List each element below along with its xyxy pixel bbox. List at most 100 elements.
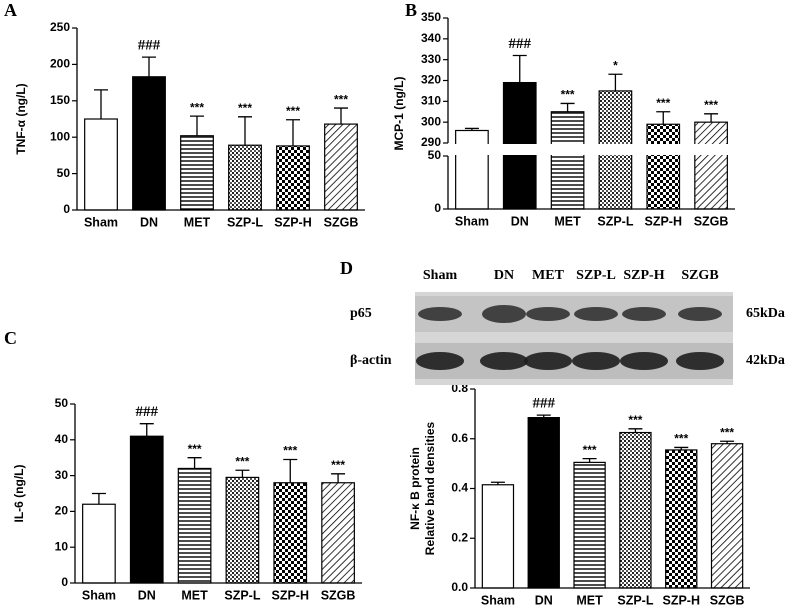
lane-label: SZP-H: [623, 268, 664, 283]
y-tick-label: 330: [421, 52, 441, 66]
y-tick-label: 300: [421, 114, 441, 128]
error-bar: [235, 469, 250, 478]
bar: [646, 123, 681, 210]
blot-band: [572, 352, 620, 370]
x-tick-label: SZP-L: [227, 215, 263, 229]
blot-band: [622, 307, 666, 321]
error-bar: [490, 481, 505, 485]
panel-letter: C: [4, 328, 17, 348]
error-bar: [720, 440, 735, 444]
blot-band: [416, 352, 464, 370]
error-bar: [704, 113, 719, 123]
y-tick-label: 150: [50, 93, 70, 107]
bar: [324, 123, 358, 211]
error-bar: [187, 457, 202, 469]
bar: [273, 482, 308, 584]
x-tick-label: Sham: [82, 588, 116, 602]
bar: [619, 431, 652, 589]
bar: [132, 76, 166, 211]
x-tick-label: SZP-L: [224, 588, 260, 602]
y-axis-label: NF-κ B protein: [408, 447, 422, 530]
y-tick-label: 250: [50, 20, 70, 34]
blot-band: [418, 307, 462, 321]
x-tick-label: SZGB: [324, 215, 359, 229]
x-tick-label: Sham: [481, 593, 515, 607]
x-tick-label: DN: [535, 593, 553, 607]
significance: ***: [583, 443, 597, 457]
bar: [573, 461, 606, 589]
x-tick-label: Sham: [84, 215, 118, 229]
significance: ***: [704, 98, 718, 112]
x-tick-label: SZP-H: [272, 588, 310, 602]
significance: ***: [720, 425, 734, 439]
significance: ***: [235, 454, 249, 468]
error-bar: [286, 119, 300, 146]
lane-label: SZGB: [681, 268, 718, 283]
bar: [82, 503, 116, 584]
bar: [177, 467, 212, 584]
y-tick-label: 0.6: [451, 431, 468, 445]
significance: ***: [286, 104, 300, 118]
x-tick-label: SZGB: [694, 214, 729, 228]
axis-break: [440, 144, 737, 155]
lane-label: DN: [494, 268, 514, 283]
y-tick-label: 50: [57, 166, 71, 180]
error-bar: [94, 89, 108, 119]
x-tick-label: SZP-H: [663, 593, 701, 607]
error-bar: [628, 428, 643, 433]
y-tick-label: 10: [55, 539, 69, 553]
error-bar: [331, 473, 346, 483]
significance: ***: [561, 88, 575, 102]
y-tick-label: 200: [50, 57, 70, 71]
x-tick-label: DN: [140, 215, 158, 229]
bar: [550, 111, 585, 210]
panel-letter: A: [4, 0, 17, 20]
y-tick-label: 350: [421, 10, 441, 24]
error-bar: [536, 414, 551, 418]
blot-band: [526, 307, 570, 321]
y-tick-label: 0.4: [451, 481, 468, 495]
error-bar: [190, 115, 204, 136]
significance: ***: [656, 96, 670, 110]
panel-letter: B: [405, 0, 417, 20]
y-tick-label: 310: [421, 94, 441, 108]
error-bar: [334, 107, 348, 125]
y-tick-label: 290: [421, 135, 441, 149]
size-label: 65kDa: [746, 306, 785, 321]
y-tick-label: 0.2: [451, 530, 468, 544]
significance: ###: [138, 38, 161, 54]
lane-label: MET: [532, 268, 565, 283]
bar: [527, 417, 560, 589]
significance: ###: [509, 36, 532, 52]
significance: ***: [628, 413, 642, 427]
y-tick-label: 0: [61, 575, 68, 589]
blot-band: [524, 352, 572, 370]
bar: [455, 129, 489, 210]
error-bar: [139, 423, 154, 437]
bar: [694, 121, 728, 210]
y-tick-label: 0.0: [451, 580, 468, 594]
error-bar: [142, 56, 156, 77]
error-bar: [91, 492, 106, 505]
bar: [665, 449, 698, 589]
error-bar: [582, 458, 597, 463]
significance: ***: [238, 101, 252, 115]
bar: [481, 484, 515, 589]
x-tick-label: SZP-L: [597, 214, 633, 228]
blot-band: [480, 352, 528, 370]
error-bar: [464, 127, 479, 131]
y-tick-label: 50: [55, 396, 69, 410]
blot-band: [676, 352, 724, 370]
x-tick-label: MET: [554, 214, 581, 228]
x-tick-label: SZGB: [321, 588, 356, 602]
bar: [276, 145, 310, 211]
error-bar: [656, 111, 671, 125]
y-axis-label: Relative band densities: [423, 421, 437, 555]
y-tick-label: 100: [50, 129, 70, 143]
x-tick-label: SZP-H: [645, 214, 683, 228]
error-bar: [283, 458, 298, 483]
x-tick-label: SZGB: [710, 593, 745, 607]
x-tick-label: Sham: [455, 214, 489, 228]
significance: ###: [533, 396, 556, 412]
